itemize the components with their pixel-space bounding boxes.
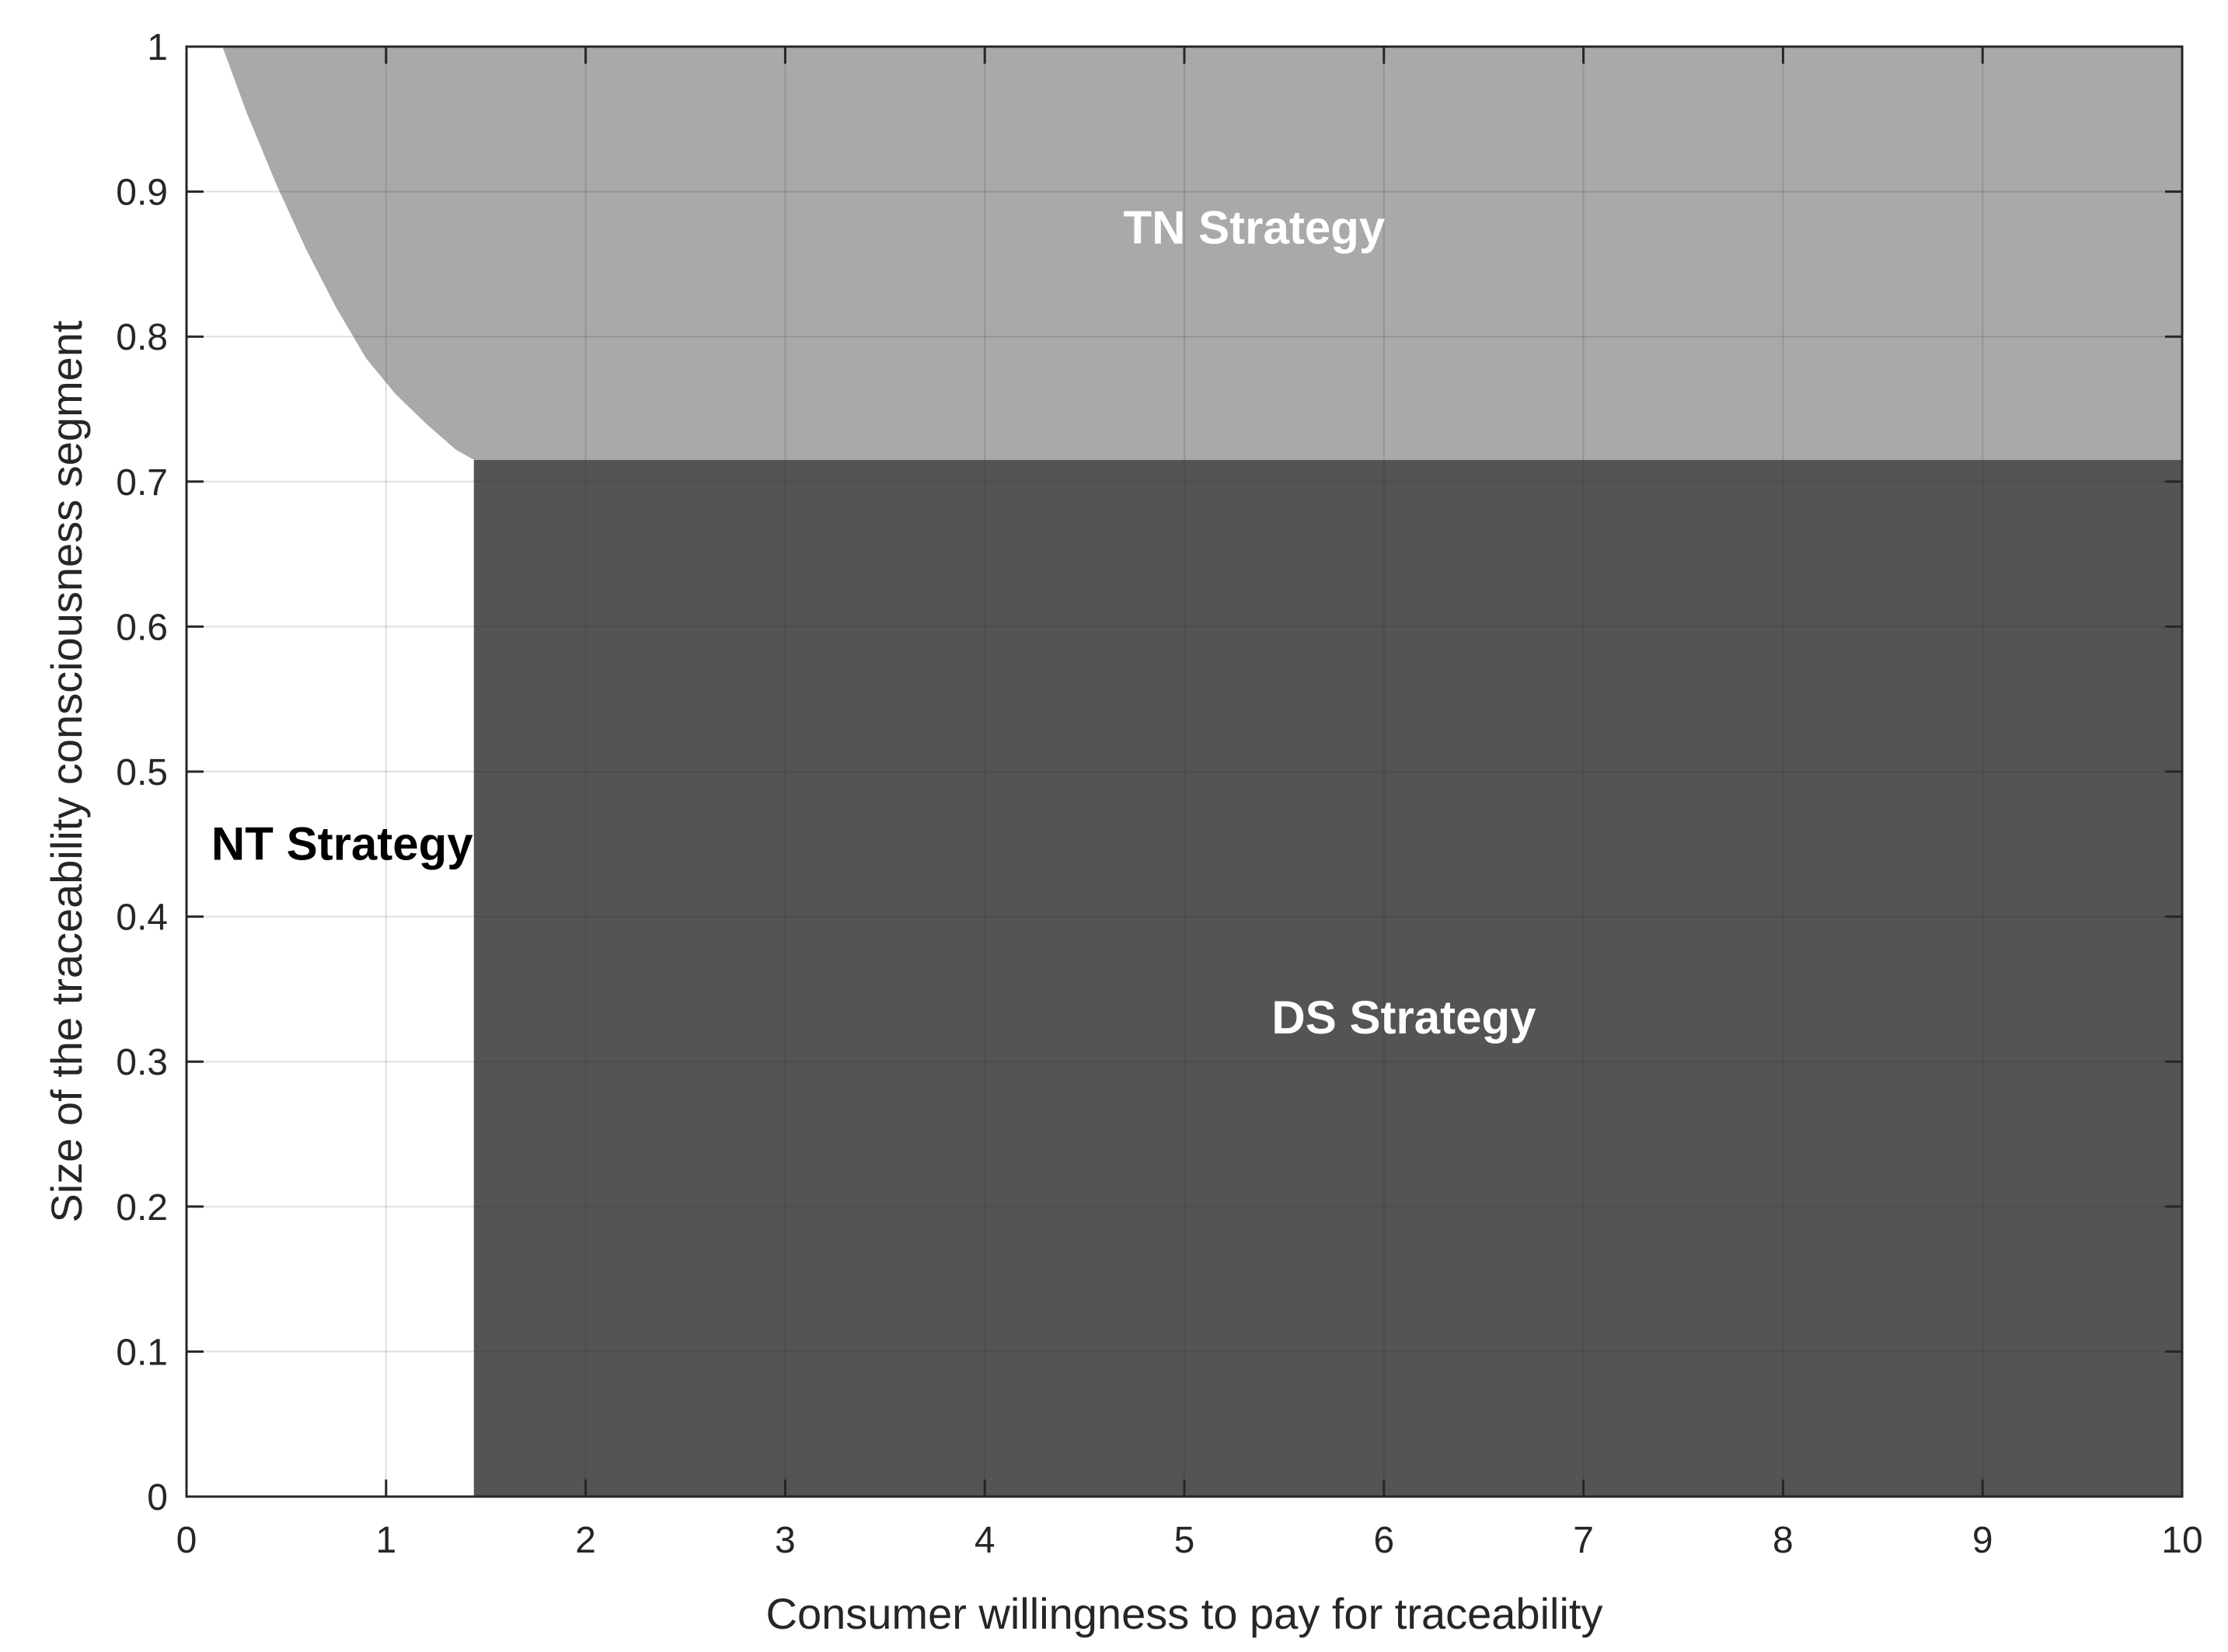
y-axis-title: Size of the traceability consciousness s… [42, 320, 91, 1222]
x-tick-label: 0 [176, 1520, 197, 1561]
ds-region [473, 459, 2182, 1497]
x-tick-label: 4 [975, 1520, 995, 1561]
labels-layer: Consumer willingness to pay for traceabi… [42, 201, 1602, 1638]
x-tick-label: 9 [1972, 1520, 1993, 1561]
tn-strategy-label: TN Strategy [1124, 201, 1386, 253]
tn-region [222, 47, 2182, 460]
y-tick-label: 0.9 [116, 173, 168, 214]
x-tick-label: 2 [575, 1520, 596, 1561]
x-tick-label: 5 [1174, 1520, 1195, 1561]
y-tick-label: 0 [147, 1477, 168, 1518]
y-tick-label: 0.4 [116, 897, 168, 939]
grid-layer [187, 47, 2182, 1497]
y-tick-label: 0.1 [116, 1332, 168, 1373]
y-tick-label: 0.7 [116, 462, 168, 504]
y-tick-label: 0.3 [116, 1042, 168, 1083]
x-tick-label: 3 [775, 1520, 796, 1561]
y-tick-label: 0.2 [116, 1187, 168, 1229]
y-tick-label: 0.6 [116, 607, 168, 648]
x-tick-label: 6 [1373, 1520, 1394, 1561]
y-tick-label: 0.5 [116, 752, 168, 793]
ds-strategy-label: DS Strategy [1271, 992, 1536, 1044]
x-tick-label: 8 [1773, 1520, 1794, 1561]
x-tick-label: 1 [375, 1520, 396, 1561]
regions-layer [187, 47, 2182, 1497]
axes-layer: 0 1 2 3 4 5 6 7 8 9 10 0 0.1 0.2 0.3 0.4 0.5 0.6 0.7 0.8 0.9… [116, 27, 2202, 1561]
y-tick-label: 0.8 [116, 317, 168, 358]
nt-strategy-label: NT Strategy [211, 817, 473, 870]
y-tick-label: 1 [147, 27, 168, 68]
x-axis-title: Consumer willingness to pay for traceabi… [766, 1589, 1603, 1638]
x-tick-label: 7 [1573, 1520, 1594, 1561]
x-tick-label: 10 [2161, 1520, 2202, 1561]
